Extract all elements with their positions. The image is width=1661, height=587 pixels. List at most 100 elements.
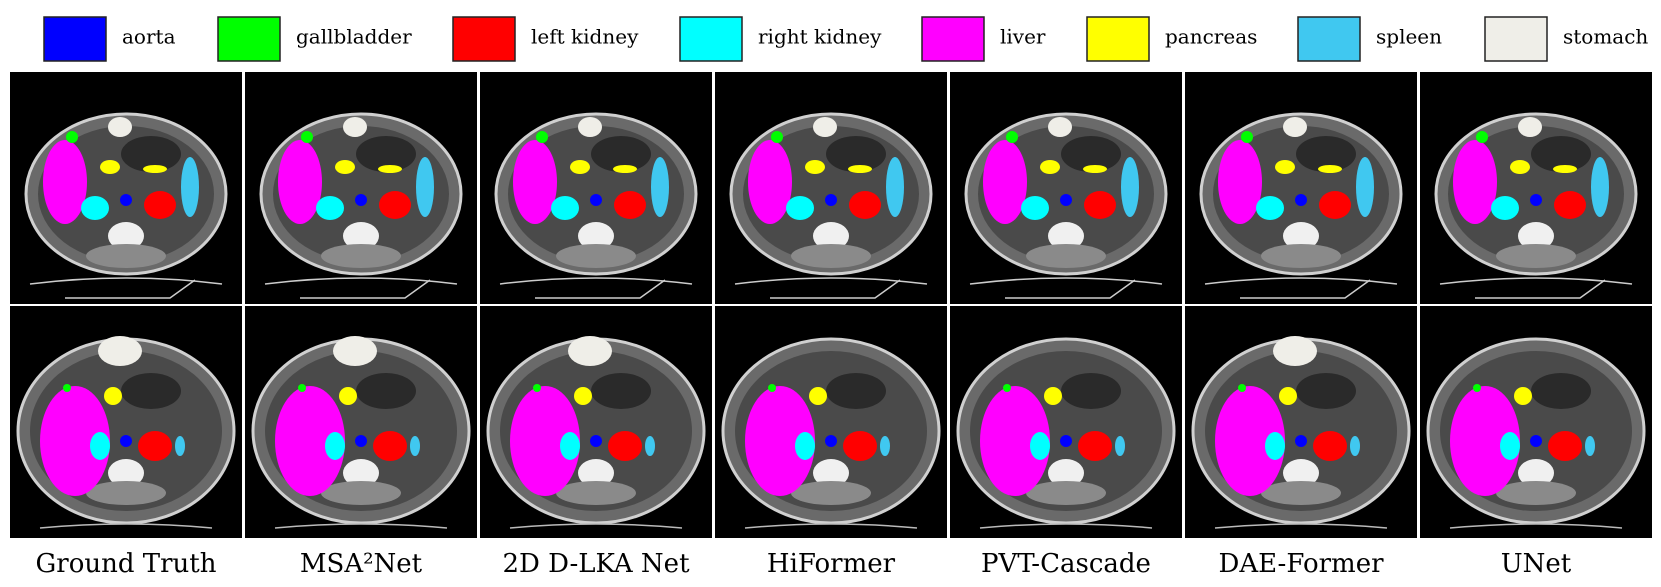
bowel <box>356 373 416 409</box>
organ-mask <box>1121 157 1139 217</box>
table-line <box>1005 279 1136 299</box>
legend-label: gallbladder <box>296 25 412 49</box>
table-line <box>274 523 448 529</box>
organ-mask <box>1350 436 1360 456</box>
organ-mask <box>1500 432 1520 460</box>
bowel <box>1531 136 1591 172</box>
organ-mask <box>316 196 344 220</box>
organ-mask <box>651 157 669 217</box>
organ-mask <box>343 117 367 137</box>
organ-mask <box>848 165 872 173</box>
organ-mask <box>1083 165 1107 173</box>
organ-mask <box>1548 431 1582 461</box>
organ-mask <box>416 157 434 217</box>
legend-swatch <box>1086 16 1150 62</box>
organ-mask <box>339 387 357 405</box>
table-line <box>969 277 1163 285</box>
organ-mask <box>1510 160 1530 174</box>
table-line <box>734 277 928 285</box>
organ-mask <box>1215 386 1285 496</box>
organ-mask <box>1450 386 1520 496</box>
organ-mask <box>100 160 120 174</box>
organ-mask <box>1295 435 1307 447</box>
organ-mask <box>1283 117 1307 137</box>
spine <box>1048 222 1084 250</box>
organ-mask <box>108 117 132 137</box>
ct-panel <box>245 72 477 304</box>
organ-mask <box>1295 194 1307 206</box>
organ-mask <box>81 196 109 220</box>
organ-mask <box>843 431 877 461</box>
organ-mask <box>301 131 313 143</box>
muscle <box>791 244 871 268</box>
organ-mask <box>771 131 783 143</box>
table-line <box>29 277 223 285</box>
ct-panel <box>715 72 947 304</box>
organ-mask <box>1279 387 1297 405</box>
organ-mask <box>175 436 185 456</box>
table-line <box>499 277 693 285</box>
legend-swatch <box>43 16 107 62</box>
organ-mask <box>1319 191 1351 219</box>
organ-mask <box>849 191 881 219</box>
organ-mask <box>533 384 541 392</box>
organ-mask <box>825 194 837 206</box>
organ-mask <box>510 386 580 496</box>
ct-panel <box>950 306 1182 538</box>
organ-mask <box>143 165 167 173</box>
muscle <box>1261 481 1341 505</box>
organ-mask <box>805 160 825 174</box>
legend-label: stomach <box>1563 25 1648 49</box>
organ-mask <box>578 117 602 137</box>
column-label: PVT-Cascade <box>981 549 1151 579</box>
organ-mask <box>1241 131 1253 143</box>
organ-mask <box>40 386 110 496</box>
legend-label: aorta <box>122 25 176 49</box>
organ-mask <box>590 194 602 206</box>
organ-mask <box>1003 384 1011 392</box>
organ-mask <box>1554 191 1586 219</box>
organ-mask <box>1006 131 1018 143</box>
organ-mask <box>378 165 402 173</box>
ct-panel <box>10 306 242 538</box>
organ-mask <box>613 165 637 173</box>
organ-mask <box>745 386 815 496</box>
legend-swatch <box>679 16 743 62</box>
organ-mask <box>645 436 655 456</box>
organ-mask <box>1273 336 1317 366</box>
organ-mask <box>1218 140 1262 224</box>
ct-panel <box>950 72 1182 304</box>
bowel <box>826 373 886 409</box>
ct-panel <box>480 306 712 538</box>
organ-mask <box>1453 140 1497 224</box>
table-line <box>744 523 918 529</box>
table-line <box>1204 277 1398 285</box>
organ-mask <box>1238 384 1246 392</box>
organ-mask <box>795 432 815 460</box>
muscle <box>1026 244 1106 268</box>
bowel <box>591 373 651 409</box>
column-label: MSA²Net <box>300 549 423 579</box>
muscle <box>556 481 636 505</box>
organ-mask <box>983 140 1027 224</box>
organ-mask <box>1048 117 1072 137</box>
table-line <box>770 279 901 299</box>
spine <box>578 222 614 250</box>
ct-panel <box>1185 72 1417 304</box>
spine <box>1283 459 1319 487</box>
organ-mask <box>355 435 367 447</box>
legend-swatch <box>921 16 985 62</box>
spine <box>108 459 144 487</box>
organ-mask <box>590 435 602 447</box>
organ-mask <box>1313 431 1347 461</box>
organ-mask <box>786 196 814 220</box>
ct-panel <box>1420 72 1652 304</box>
organ-mask <box>880 436 890 456</box>
table-line <box>1214 523 1388 529</box>
table-line <box>65 279 196 299</box>
table-line <box>1475 279 1606 299</box>
organ-mask <box>1275 160 1295 174</box>
spine <box>108 222 144 250</box>
organ-mask <box>1585 436 1595 456</box>
